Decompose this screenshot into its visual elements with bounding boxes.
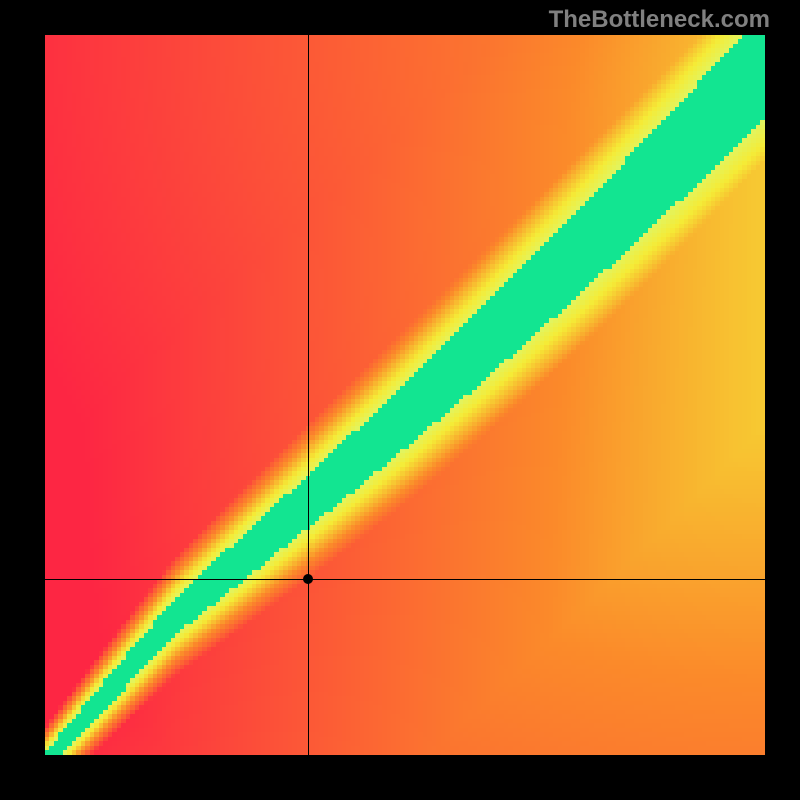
heatmap-canvas [45, 35, 765, 755]
watermark-text: TheBottleneck.com [549, 6, 770, 34]
crosshair-vertical [308, 35, 309, 755]
chart-container: TheBottleneck.com [0, 0, 800, 800]
marker-point [303, 574, 313, 584]
plot-area [45, 35, 765, 755]
crosshair-horizontal [45, 579, 765, 580]
